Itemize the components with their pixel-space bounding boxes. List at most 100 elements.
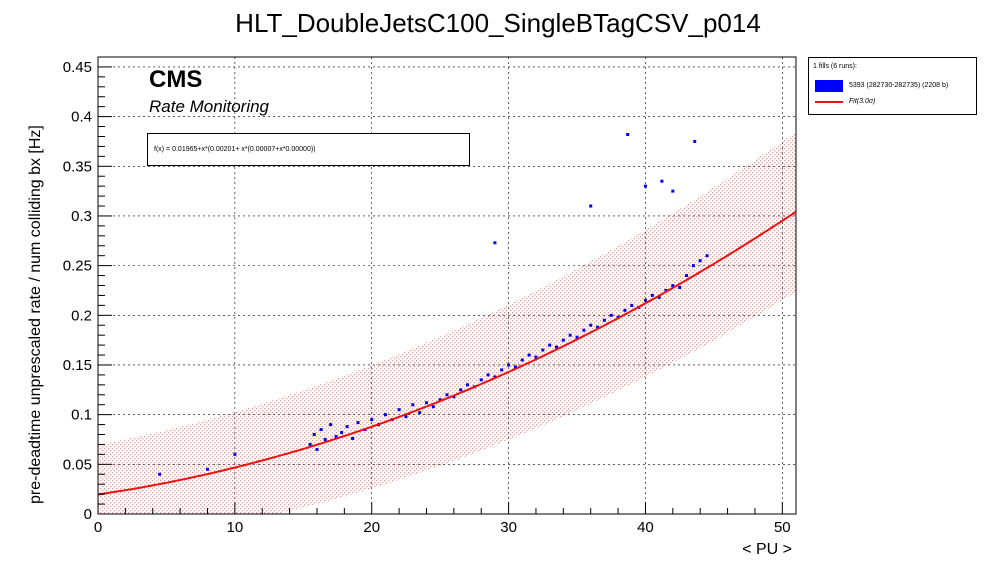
x-tick-label: 10 xyxy=(227,519,244,536)
data-point xyxy=(356,421,360,425)
chart-title: HLT_DoubleJetsC100_SingleBTagCSV_p014 xyxy=(235,8,761,38)
fit-function-text: f(x) = 0.01965+x*(0.00201+ x*(0.00007+x*… xyxy=(154,146,316,153)
data-point xyxy=(643,184,647,188)
data-point xyxy=(541,348,545,352)
data-point xyxy=(370,418,374,422)
data-point xyxy=(438,398,442,402)
data-point xyxy=(345,425,349,429)
data-point xyxy=(554,345,558,349)
data-point xyxy=(493,375,497,379)
data-point xyxy=(671,189,675,193)
x-tick-label: 30 xyxy=(500,519,517,536)
y-tick-label: 0.1 xyxy=(71,407,92,424)
y-tick-label: 0.15 xyxy=(63,357,92,374)
data-point xyxy=(602,318,606,322)
data-point xyxy=(671,284,675,287)
data-point xyxy=(411,403,415,407)
y-tick-label: 0.2 xyxy=(71,307,92,324)
data-point xyxy=(486,373,490,377)
data-point xyxy=(623,308,627,312)
data-point xyxy=(589,323,593,327)
y-tick-label: 0.45 xyxy=(63,59,92,76)
data-point xyxy=(527,353,531,357)
data-point xyxy=(705,254,709,258)
data-point xyxy=(315,447,319,451)
data-point xyxy=(650,293,654,297)
y-tick-label: 0.25 xyxy=(63,258,92,275)
data-point xyxy=(308,442,312,446)
legend-swatch-data xyxy=(815,80,843,92)
x-axis-ticks: 0 10 20 30 40 50 xyxy=(94,502,791,536)
data-point xyxy=(383,413,387,417)
legend-label-fit: Fit(3.0σ) xyxy=(849,98,876,105)
data-point xyxy=(691,264,695,268)
x-axis-label: < PU > xyxy=(742,541,792,558)
x-tick-label: 50 xyxy=(774,519,791,536)
x-tick-label: 20 xyxy=(363,519,380,536)
data-point xyxy=(205,467,209,471)
data-point xyxy=(479,378,483,382)
legend-label-data: 5393 (282730-282735) (2208 b) xyxy=(849,82,949,89)
data-point xyxy=(520,358,524,362)
data-point xyxy=(685,274,689,278)
data-point xyxy=(678,285,682,289)
data-point xyxy=(424,401,428,405)
y-tick-label: 0.4 xyxy=(71,109,92,126)
y-axis-label: pre-deadtime unprescaled rate / num coll… xyxy=(27,125,44,504)
fit-line xyxy=(97,210,797,496)
cms-label: CMS xyxy=(149,66,203,93)
data-point xyxy=(534,355,538,359)
data-point xyxy=(404,415,408,419)
data-point xyxy=(466,383,470,387)
data-point xyxy=(340,431,344,435)
data-point xyxy=(459,388,463,392)
data-point xyxy=(568,333,572,337)
data-point xyxy=(493,241,497,245)
data-point xyxy=(312,433,316,437)
data-point xyxy=(507,363,511,367)
data-point xyxy=(329,423,333,427)
y-tick-label: 0.3 xyxy=(71,208,92,225)
data-point xyxy=(319,428,323,432)
data-point xyxy=(500,368,504,372)
data-point xyxy=(589,204,593,208)
data-point xyxy=(158,472,162,476)
data-point xyxy=(351,436,355,440)
data-point xyxy=(561,338,565,342)
x-tick-label: 0 xyxy=(94,519,102,536)
data-point xyxy=(698,259,702,263)
data-point xyxy=(397,408,401,412)
data-point xyxy=(548,343,552,347)
legend-swatch-fit xyxy=(815,101,843,103)
data-point xyxy=(418,411,422,415)
y-axis-ticks: 0 0.05 0.1 0.15 0.2 0.25 0.3 0.35 0.4 0.45 xyxy=(63,56,112,523)
data-point xyxy=(643,298,647,302)
data-point xyxy=(452,395,456,399)
fit-sigma-band xyxy=(98,131,796,514)
data-point xyxy=(630,303,634,307)
data-point xyxy=(431,405,435,409)
x-tick-label: 40 xyxy=(637,519,654,536)
data-point xyxy=(693,139,697,143)
fit-function-box: f(x) = 0.01965+x*(0.00201+ x*(0.00007+x*… xyxy=(147,133,470,166)
legend-header: 1 fills (6 runs): xyxy=(813,63,857,70)
data-points xyxy=(158,132,709,476)
cms-sublabel: Rate Monitoring xyxy=(149,97,270,116)
data-point xyxy=(233,452,237,456)
data-point xyxy=(664,288,668,292)
data-point xyxy=(596,325,600,329)
data-point xyxy=(575,335,579,339)
data-point xyxy=(582,328,586,332)
data-point xyxy=(626,132,630,136)
data-point xyxy=(334,435,338,439)
data-point xyxy=(657,295,661,299)
y-tick-label: 0.35 xyxy=(63,158,92,175)
data-point xyxy=(609,313,613,317)
y-tick-label: 0.05 xyxy=(63,456,92,473)
y-tick-label: 0 xyxy=(84,506,92,523)
data-point xyxy=(660,179,664,183)
data-point xyxy=(323,437,327,441)
data-point xyxy=(445,393,449,397)
legend: 1 fills (6 runs): 5393 (282730-282735) (… xyxy=(808,57,977,115)
data-point xyxy=(513,365,517,369)
